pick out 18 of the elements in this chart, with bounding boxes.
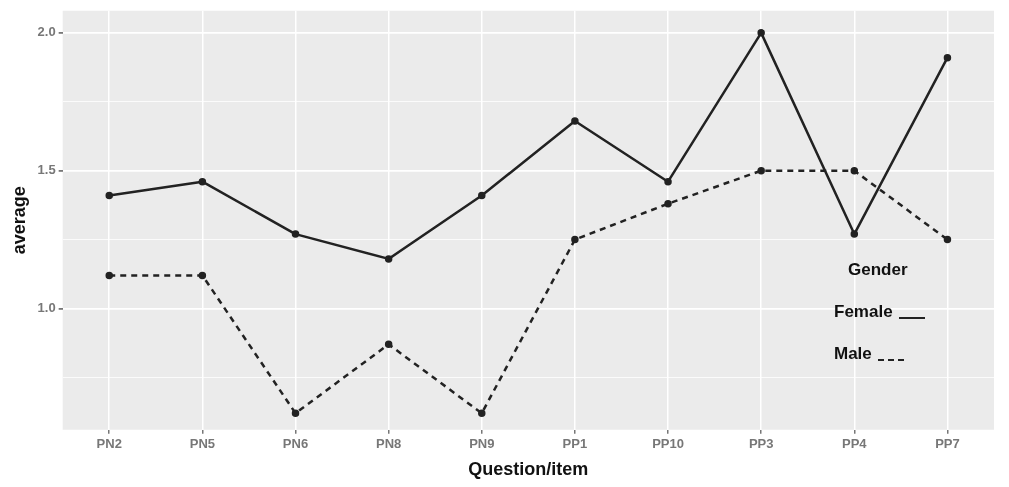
legend-label: Male [834, 343, 872, 364]
x-tick-label: PP1 [562, 436, 588, 452]
x-tick-label: PP7 [935, 436, 960, 452]
y-tick-label: 2.0 [37, 24, 56, 40]
x-axis-title: Question/item [468, 459, 589, 480]
x-tick-label: PN8 [375, 436, 402, 452]
x-tick-label: PP4 [842, 436, 868, 452]
y-axis-title: average [8, 186, 29, 255]
y-tick-label: 1.0 [37, 300, 56, 316]
x-tick-label: PN5 [189, 436, 216, 452]
x-tick-label: PP3 [748, 436, 774, 452]
legend-title: Gender [847, 259, 909, 280]
legend-label: Female [834, 301, 893, 322]
x-tick-label: PP10 [652, 436, 684, 452]
x-tick-label: PN6 [282, 436, 309, 452]
y-tick-label: 1.5 [37, 162, 56, 178]
x-tick-label: PN9 [469, 436, 495, 452]
x-tick-label: PN2 [96, 436, 122, 452]
